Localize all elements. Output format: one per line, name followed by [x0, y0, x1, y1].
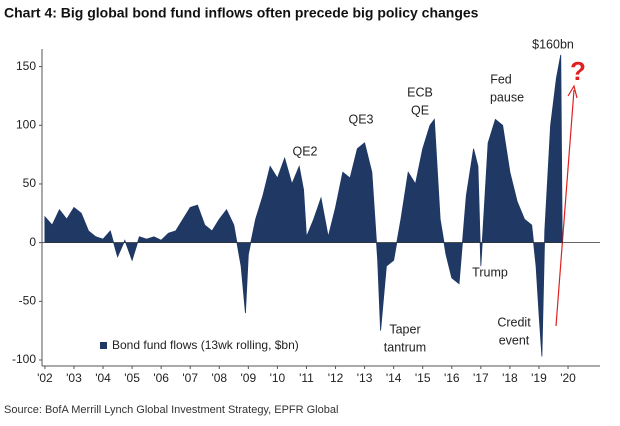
x-tick-label: '03 — [66, 371, 82, 385]
x-tick-label: '19 — [531, 371, 547, 385]
annotation: Trump — [472, 265, 508, 279]
x-tick-label: '02 — [37, 371, 53, 385]
x-tick-label: '07 — [182, 371, 198, 385]
legend-label: Bond fund flows (13wk rolling, $bn) — [112, 338, 299, 352]
annotation: $160bn — [532, 37, 574, 51]
x-tick-label: '15 — [415, 371, 431, 385]
annotation: ECB — [407, 85, 433, 99]
area — [44, 54, 563, 357]
arrow — [555, 89, 575, 327]
annotation: ? — [570, 56, 586, 86]
annotation: Taper — [389, 322, 420, 336]
arrow-head — [567, 84, 578, 99]
chart-title: Chart 4: Big global bond fund inflows of… — [4, 5, 479, 21]
x-tick-label: '10 — [270, 371, 286, 385]
x-tick-label: '14 — [386, 371, 402, 385]
annotation: Credit — [497, 315, 531, 329]
x-tick-label: '16 — [444, 371, 460, 385]
x-tick-label: '04 — [95, 371, 111, 385]
legend-swatch — [100, 342, 107, 349]
annotation: QE2 — [292, 144, 317, 158]
y-tick-label: -100 — [12, 352, 36, 366]
x-tick-label: '06 — [153, 371, 169, 385]
y-tick-label: 50 — [23, 176, 37, 190]
x-tick-label: '05 — [124, 371, 140, 385]
annotation: QE — [411, 103, 429, 117]
x-tick-label: '12 — [328, 371, 344, 385]
x-tick-label: '18 — [502, 371, 518, 385]
y-tick-label: 100 — [16, 117, 36, 131]
annotation: Fed — [490, 72, 512, 86]
x-tick-label: '20 — [560, 371, 576, 385]
annotation: event — [499, 333, 530, 347]
annotation: QE3 — [348, 112, 373, 126]
y-tick-label: 0 — [29, 235, 36, 249]
x-tick-label: '09 — [241, 371, 257, 385]
source: Source: BofA Merrill Lynch Global Invest… — [4, 404, 338, 416]
y-tick-label: 150 — [16, 59, 36, 73]
annotation: pause — [490, 90, 524, 104]
x-tick-label: '13 — [357, 371, 373, 385]
annotation: tantrum — [384, 340, 426, 354]
x-tick-label: '08 — [211, 371, 227, 385]
x-tick-label: '17 — [473, 371, 489, 385]
y-tick-label: -50 — [19, 293, 37, 307]
x-tick-label: '11 — [299, 371, 314, 385]
